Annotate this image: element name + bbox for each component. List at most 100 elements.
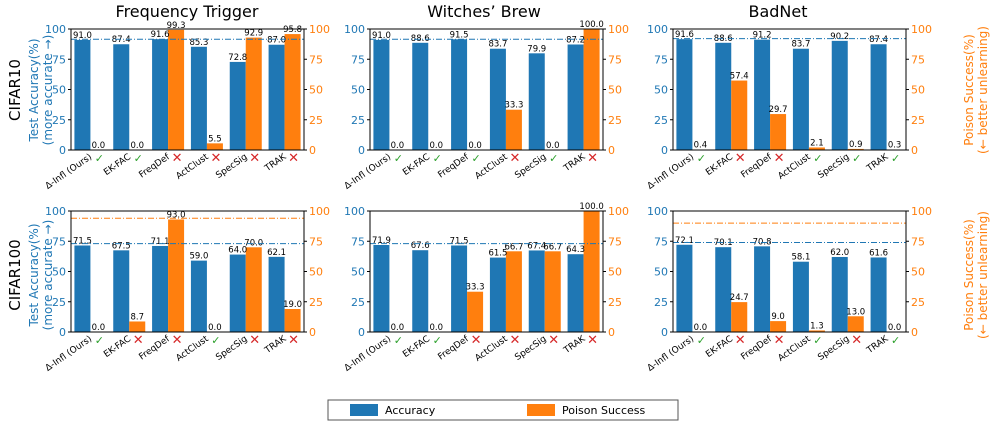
poison-value-label: 1.3 bbox=[810, 321, 824, 331]
accuracy-bar bbox=[190, 260, 207, 332]
accuracy-value-label: 91.2 bbox=[753, 31, 772, 41]
poison-value-label: 99.3 bbox=[167, 21, 186, 31]
column-title: BadNet bbox=[748, 2, 807, 21]
accuracy-bar bbox=[870, 44, 887, 150]
category-tick-label: Δ-Infl (Ours) bbox=[343, 152, 393, 191]
left-tick-label: 50 bbox=[351, 266, 365, 279]
category-tick-label: EK-FAC bbox=[401, 152, 432, 178]
accuracy-bar bbox=[792, 261, 809, 332]
accuracy-bar bbox=[152, 39, 169, 150]
accuracy-value-label: 91.6 bbox=[151, 30, 170, 40]
check-icon: ✓ bbox=[891, 152, 900, 165]
right-tick-label: 50 bbox=[608, 266, 622, 279]
poison-value-label: 92.9 bbox=[244, 29, 263, 39]
check-icon: ✓ bbox=[891, 334, 900, 347]
left-tick-label: 100 bbox=[344, 23, 365, 36]
poison-value-label: 0.0 bbox=[888, 323, 902, 333]
cross-icon: ✕ bbox=[735, 151, 746, 166]
category-tick-label: EK-FAC bbox=[401, 334, 432, 360]
accuracy-bar bbox=[113, 250, 130, 332]
accuracy-bar bbox=[268, 256, 285, 332]
poison-value-label: 70.0 bbox=[244, 238, 263, 248]
accuracy-bar bbox=[715, 42, 732, 150]
accuracy-value-label: 71.5 bbox=[73, 236, 92, 246]
accuracy-bar bbox=[676, 244, 693, 332]
left-tick-label: 100 bbox=[45, 205, 66, 218]
check-icon: ✓ bbox=[813, 334, 822, 347]
legend-swatch-poison bbox=[527, 404, 555, 416]
accuracy-value-label: 70.1 bbox=[714, 238, 733, 248]
accuracy-bar bbox=[831, 256, 848, 332]
poison-value-label: 100.0 bbox=[579, 202, 603, 212]
accuracy-bar bbox=[74, 245, 91, 332]
accuracy-bar bbox=[113, 44, 130, 150]
cross-icon: ✕ bbox=[587, 151, 598, 166]
accuracy-value-label: 91.0 bbox=[372, 31, 391, 41]
accuracy-value-label: 87.4 bbox=[112, 35, 131, 45]
left-tick-label: 50 bbox=[52, 84, 66, 97]
left-tick-label: 75 bbox=[52, 53, 66, 66]
accuracy-value-label: 72.1 bbox=[675, 236, 694, 246]
panel: 72.10.0Δ-Infl (Ours) ✓70.124.7EK-FAC ✕70.8… bbox=[646, 205, 932, 374]
accuracy-bar bbox=[831, 40, 848, 150]
poison-value-label: 13.0 bbox=[846, 307, 865, 317]
right-tick-label: 25 bbox=[911, 114, 925, 127]
cross-icon: ✕ bbox=[587, 333, 598, 348]
poison-bar bbox=[770, 114, 787, 150]
poison-value-label: 2.1 bbox=[810, 138, 824, 148]
poison-bar bbox=[808, 330, 825, 332]
accuracy-value-label: 90.2 bbox=[830, 32, 849, 42]
poison-bar bbox=[770, 321, 787, 332]
accuracy-bar bbox=[229, 254, 246, 332]
accuracy-value-label: 85.3 bbox=[189, 38, 208, 48]
right-tick-label: 0 bbox=[608, 144, 615, 157]
panels-layer: 91.00.0Δ-Infl (Ours) ✓87.40.0EK-FAC ✓91.69… bbox=[44, 20, 932, 374]
category-tick-label: EK-FAC bbox=[102, 152, 133, 178]
accuracy-value-label: 79.9 bbox=[527, 44, 546, 54]
left-tick-label: 25 bbox=[654, 296, 668, 309]
accuracy-value-label: 83.7 bbox=[791, 40, 810, 50]
accuracy-bar bbox=[792, 48, 809, 150]
right-tick-label: 0 bbox=[309, 144, 316, 157]
left-tick-label: 50 bbox=[52, 266, 66, 279]
panel: 71.50.0Δ-Infl (Ours) ✓67.58.7EK-FAC ✕71.19… bbox=[44, 205, 330, 374]
accuracy-value-label: 67.5 bbox=[112, 241, 131, 251]
right-tick-label: 75 bbox=[608, 53, 622, 66]
right-tick-label: 75 bbox=[911, 53, 925, 66]
poison-value-label: 0.9 bbox=[849, 140, 863, 150]
left-tick-label: 0 bbox=[358, 326, 365, 339]
poison-value-label: 0.0 bbox=[694, 323, 708, 333]
accuracy-bar bbox=[489, 257, 506, 332]
left-tick-label: 100 bbox=[344, 205, 365, 218]
left-tick-label: 100 bbox=[45, 23, 66, 36]
accuracy-bar bbox=[489, 48, 506, 150]
left-axis-label: Test Accuracy(%) bbox=[27, 39, 41, 143]
right-tick-label: 50 bbox=[309, 84, 323, 97]
poison-value-label: 0.3 bbox=[888, 141, 902, 151]
poison-value-label: 0.0 bbox=[92, 323, 106, 333]
poison-value-label: 33.3 bbox=[504, 101, 523, 111]
check-icon: ✓ bbox=[394, 152, 403, 165]
left-tick-label: 75 bbox=[351, 235, 365, 248]
accuracy-value-label: 71.5 bbox=[450, 236, 469, 246]
poison-bar bbox=[168, 29, 185, 150]
right-tick-label: 0 bbox=[608, 326, 615, 339]
right-tick-label: 25 bbox=[911, 296, 925, 309]
accuracy-bar bbox=[528, 53, 545, 150]
poison-value-label: 0.0 bbox=[429, 323, 443, 333]
accuracy-value-label: 62.1 bbox=[267, 248, 286, 258]
cross-icon: ✕ bbox=[851, 333, 862, 348]
cross-icon: ✕ bbox=[210, 151, 221, 166]
right-tick-label: 100 bbox=[911, 205, 932, 218]
row-label: CIFAR10 bbox=[6, 59, 24, 121]
right-tick-label: 75 bbox=[309, 235, 323, 248]
poison-bar bbox=[284, 309, 301, 332]
poison-value-label: 66.7 bbox=[504, 242, 523, 252]
legend-label-poison: Poison Success bbox=[562, 404, 646, 417]
accuracy-value-label: 71.9 bbox=[372, 236, 391, 246]
cross-icon: ✕ bbox=[172, 333, 183, 348]
poison-value-label: 100.0 bbox=[579, 20, 603, 30]
poison-value-label: 19.0 bbox=[283, 300, 302, 310]
right-tick-label: 0 bbox=[911, 144, 918, 157]
poison-value-label: 66.7 bbox=[543, 242, 562, 252]
